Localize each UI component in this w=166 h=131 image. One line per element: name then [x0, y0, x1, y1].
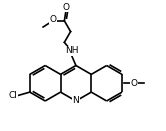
- Text: O: O: [63, 3, 70, 12]
- Text: N: N: [73, 97, 79, 105]
- Text: O: O: [131, 79, 138, 88]
- Text: Cl: Cl: [8, 91, 17, 100]
- Text: O: O: [49, 15, 56, 24]
- Text: NH: NH: [65, 47, 79, 55]
